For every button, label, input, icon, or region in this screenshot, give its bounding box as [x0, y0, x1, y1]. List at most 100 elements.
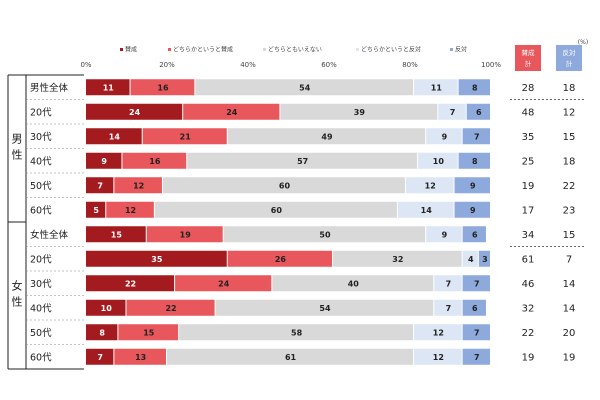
- bar-segment-2: [126, 299, 215, 316]
- bar-segment-1: [86, 128, 142, 145]
- sum-oppose-value: 15: [563, 132, 576, 143]
- bar-value-label: 50: [319, 230, 331, 239]
- bar-value-label: 15: [143, 328, 155, 337]
- bar-value-label: 9: [470, 181, 476, 190]
- x-tick-label: 0%: [80, 61, 91, 69]
- bar-value-label: 15: [111, 230, 123, 239]
- bar-value-label: 12: [433, 353, 444, 362]
- sum-header-label: 計: [566, 59, 573, 68]
- x-tick-label: 20%: [159, 61, 175, 69]
- bar-segment-3: [162, 177, 405, 194]
- bar-segment-5: [462, 275, 490, 292]
- bar-value-label: 10: [433, 157, 445, 166]
- bar-value-label: 61: [285, 353, 297, 362]
- sum-approve-value: 19: [522, 352, 535, 363]
- bar-value-label: 24: [218, 279, 230, 288]
- row-label: 60代: [30, 205, 52, 216]
- sum-header-label: 計: [525, 59, 532, 68]
- sum-header-label: 賛成: [522, 48, 536, 57]
- bar-value-label: 21: [180, 132, 192, 141]
- legend-label-1: 賛成: [125, 46, 137, 54]
- x-tick-label: 100%: [481, 61, 501, 69]
- bar-value-label: 6: [472, 230, 478, 239]
- bar-segment-4: [426, 226, 462, 243]
- row-label: 女性全体: [30, 229, 69, 241]
- bar-segment-3: [167, 348, 414, 365]
- bar-segment-4: [414, 79, 458, 96]
- legend-swatch-4: [356, 48, 359, 51]
- bar-segment-1: [86, 201, 106, 218]
- bar-segment-2: [175, 275, 272, 292]
- bar-value-label: 12: [433, 328, 444, 337]
- sum-header-label: 反対: [563, 48, 577, 57]
- sum-approve-value: 25: [522, 156, 535, 167]
- bar-value-label: 54: [319, 304, 331, 313]
- bar-value-label: 9: [101, 157, 107, 166]
- sum-approve-value: 48: [522, 107, 535, 118]
- bar-value-label: 16: [149, 157, 161, 166]
- bar-segment-4: [426, 128, 462, 145]
- bar-segment-3: [215, 299, 434, 316]
- row-label: 20代: [30, 107, 52, 118]
- x-tick-label: 60%: [321, 61, 337, 69]
- bar-value-label: 54: [299, 83, 311, 92]
- unit-label: (%): [578, 39, 588, 46]
- bar-segment-1: [86, 299, 126, 316]
- legend-swatch-5: [450, 48, 453, 51]
- bar-segment-3: [195, 79, 414, 96]
- bar-segment-5: [462, 226, 486, 243]
- bar-segment-5: [458, 79, 490, 96]
- sum-approve-value: 22: [522, 328, 535, 339]
- bar-segment-3: [154, 201, 397, 218]
- group-label-char: 女: [12, 279, 23, 293]
- bar-segment-4: [414, 348, 462, 365]
- bar-value-label: 49: [321, 132, 333, 141]
- sum-oppose-value: 18: [563, 156, 576, 167]
- bar-value-label: 12: [133, 181, 144, 190]
- bar-value-label: 7: [474, 328, 480, 337]
- bar-segment-4: [434, 299, 462, 316]
- bar-segment-5: [454, 177, 490, 194]
- row-label: 60代: [30, 352, 52, 363]
- bar-segment-1: [86, 152, 122, 169]
- bar-value-label: 7: [474, 279, 480, 288]
- bar-segment-4: [414, 324, 462, 341]
- bar-segment-1: [86, 226, 146, 243]
- bar-segment-2: [106, 201, 154, 218]
- bar-value-label: 60: [271, 206, 283, 215]
- group-label-char: 性: [12, 295, 23, 309]
- bar-segment-4: [418, 152, 458, 169]
- bar-value-label: 7: [474, 132, 480, 141]
- bar-value-label: 7: [97, 353, 103, 362]
- bar-segment-1: [86, 79, 130, 96]
- bar-value-label: 8: [472, 157, 478, 166]
- bar-value-label: 3: [482, 255, 488, 264]
- sum-oppose-value: 18: [563, 83, 576, 94]
- sum-approve-value: 32: [522, 303, 535, 314]
- bar-value-label: 22: [165, 304, 176, 313]
- bar-value-label: 13: [135, 353, 146, 362]
- bar-value-label: 6: [472, 304, 478, 313]
- bar-value-label: 58: [291, 328, 303, 337]
- sum-approve-value: 19: [522, 181, 535, 192]
- row-label: 30代: [30, 132, 52, 143]
- bar-value-label: 9: [470, 206, 476, 215]
- bar-value-label: 7: [446, 279, 452, 288]
- bar-segment-1: [86, 348, 114, 365]
- bar-segment-3: [223, 226, 426, 243]
- bar-segment-2: [142, 128, 227, 145]
- row-label: 50代: [30, 328, 52, 339]
- bar-segment-5: [478, 250, 490, 267]
- bar-value-label: 24: [129, 108, 141, 117]
- sum-oppose-value: 15: [563, 230, 576, 241]
- sum-oppose-value: 22: [563, 181, 576, 192]
- bar-value-label: 22: [125, 279, 136, 288]
- sum-oppose-value: 12: [563, 107, 576, 118]
- bar-segment-3: [272, 275, 434, 292]
- sum-oppose-value: 14: [563, 279, 576, 290]
- sum-oppose-value: 19: [563, 352, 576, 363]
- bar-segment-1: [86, 177, 114, 194]
- sum-approve-value: 28: [522, 83, 535, 94]
- bar-segment-3: [179, 324, 414, 341]
- bar-segment-5: [462, 128, 490, 145]
